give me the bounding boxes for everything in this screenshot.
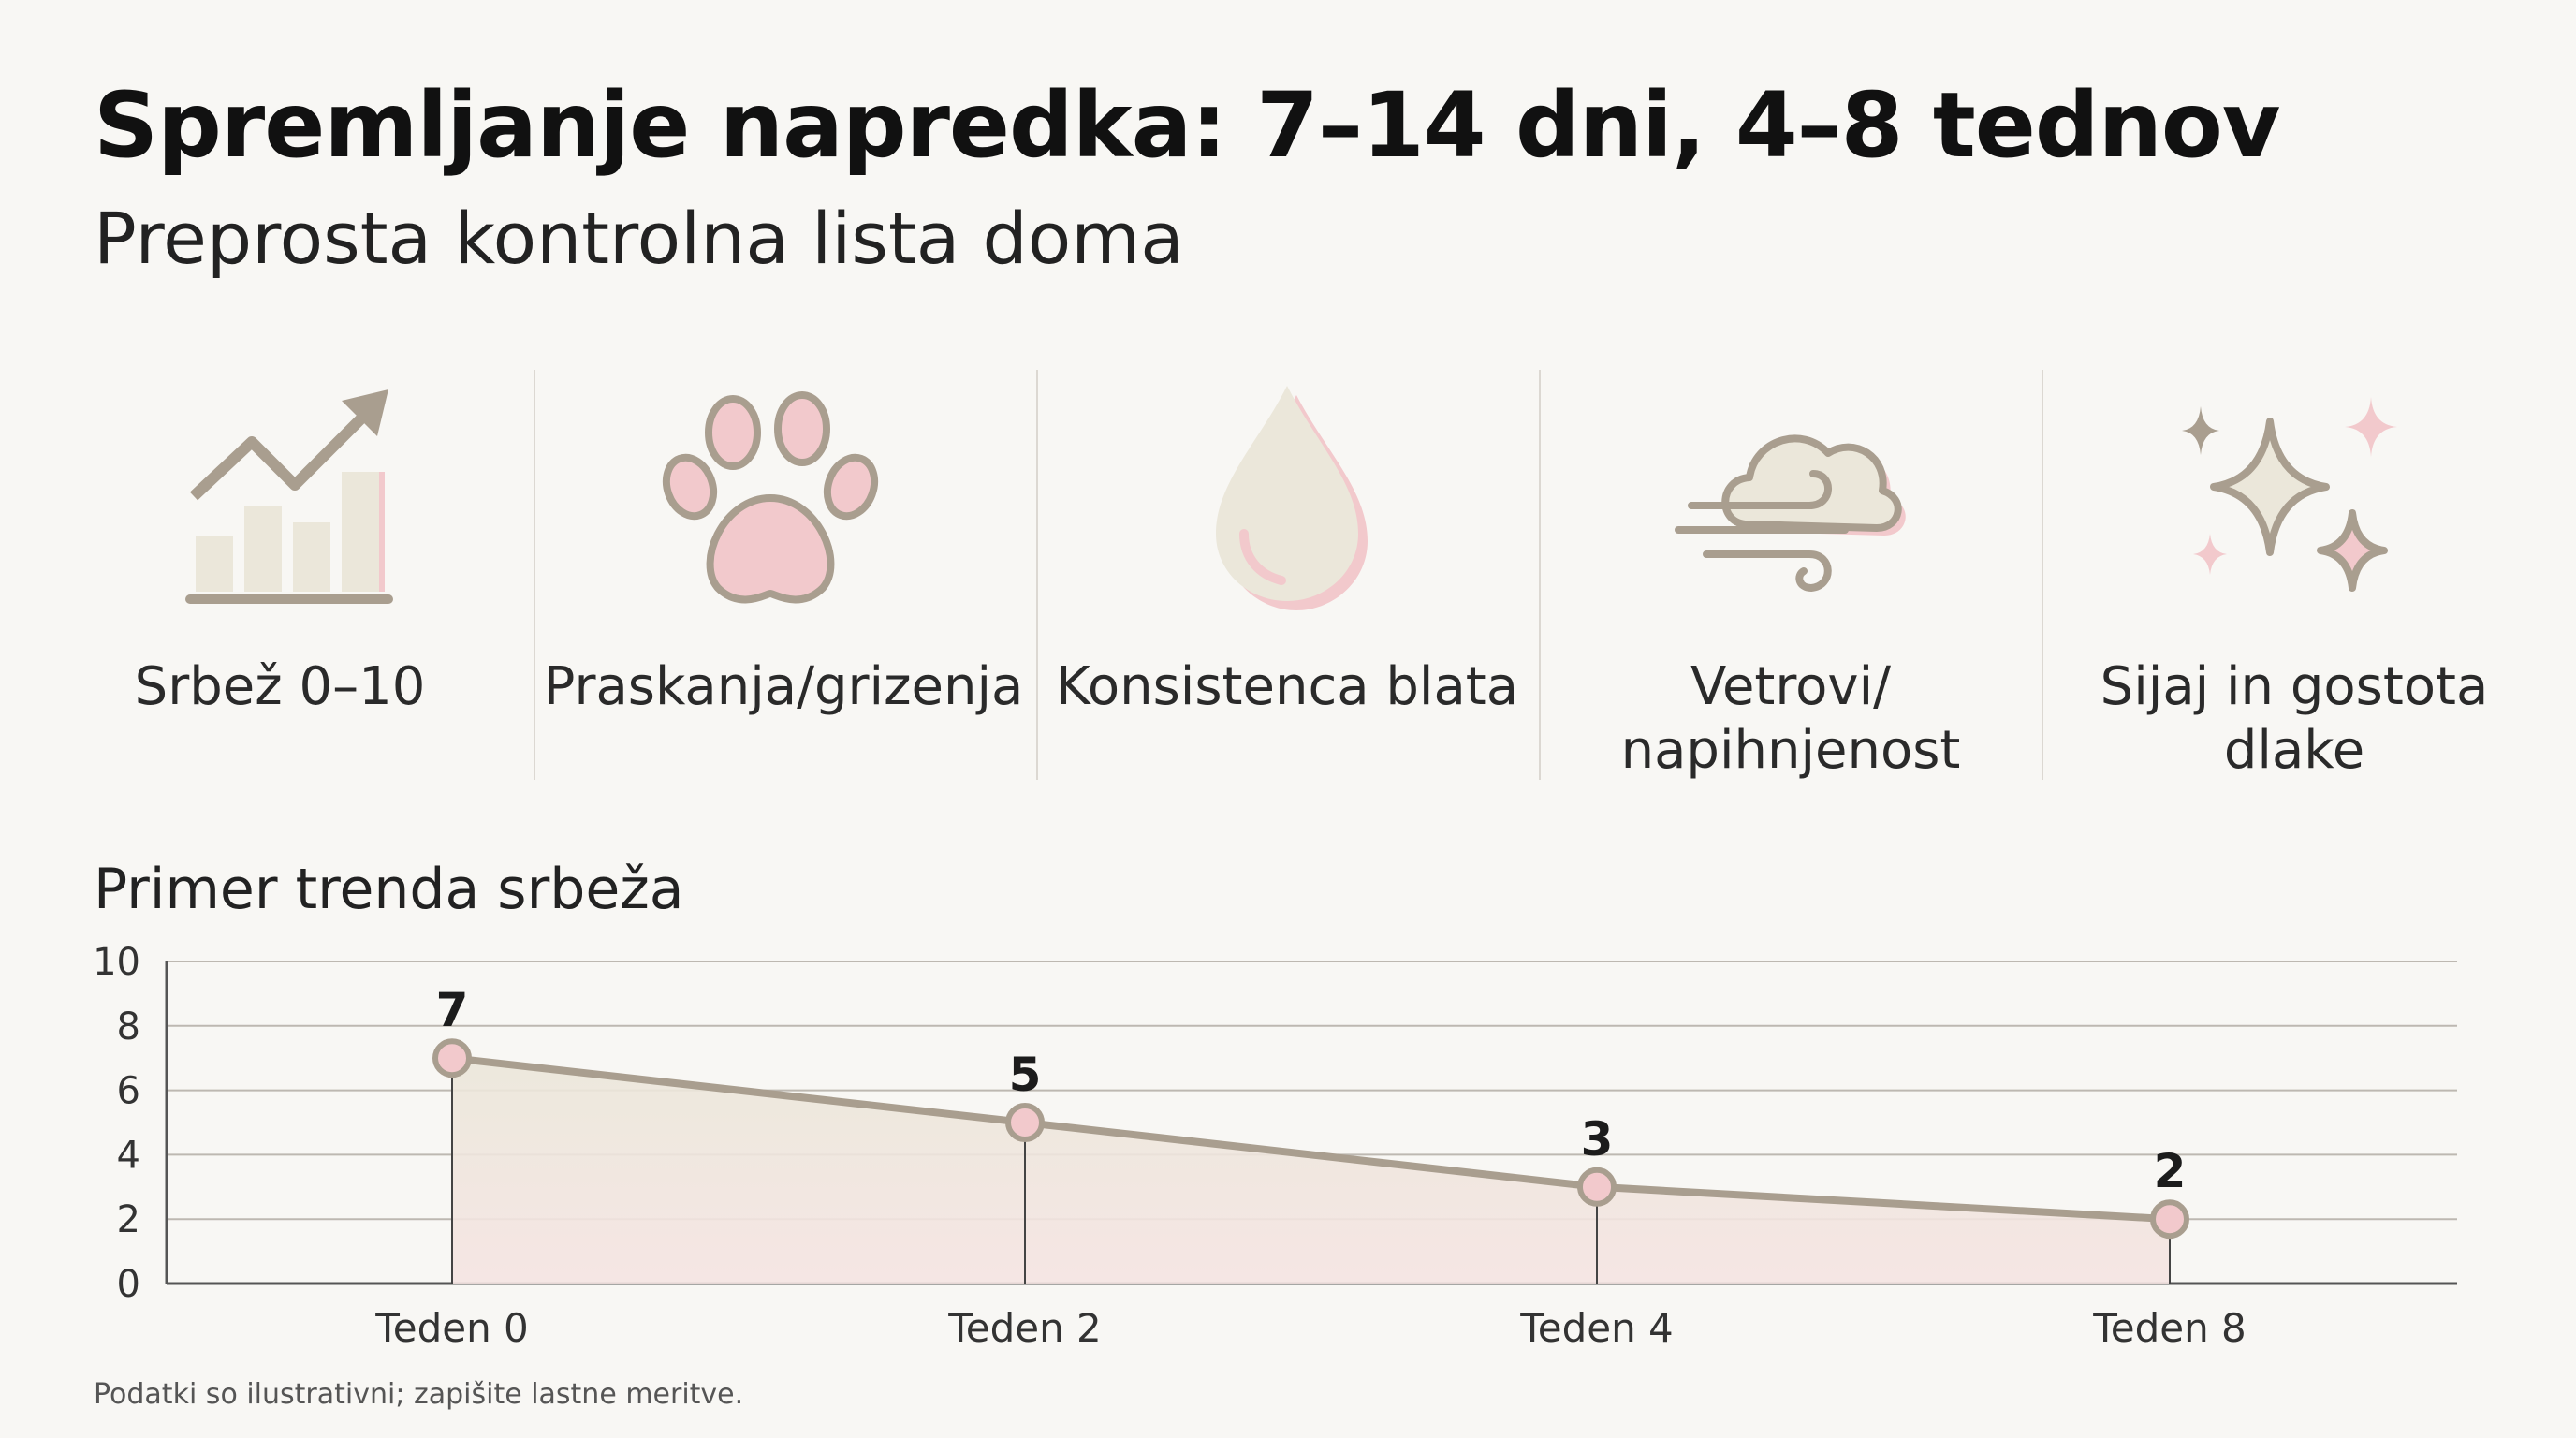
checklist-item-coat: Sijaj in gostota dlake (2042, 365, 2546, 782)
data-label: 3 (1581, 1112, 1614, 1167)
chart-title: Primer trenda srbeža (94, 857, 684, 922)
sparkles-icon (2173, 374, 2416, 618)
checklist-label: Sijaj in gostota dlake (2100, 656, 2489, 781)
y-tick-label: 0 (117, 1263, 140, 1306)
data-point (1577, 1167, 1617, 1207)
x-tick-label: Teden 8 (2092, 1305, 2247, 1348)
data-point (2150, 1199, 2189, 1240)
column-divider (1539, 370, 1541, 780)
checklist-item-itch: Srbež 0–10 (28, 365, 532, 782)
y-tick-label: 8 (117, 1005, 140, 1049)
trend-area-fill (452, 1058, 2170, 1284)
page-title: Spremljanje napredka: 7–14 dni, 4–8 tedn… (94, 73, 2280, 178)
y-tick-label: 4 (117, 1134, 140, 1177)
checklist-label: Praskanja/grizenja (543, 656, 1024, 717)
x-tick-label: Teden 0 (374, 1305, 529, 1348)
checklist-item-gas: Vetrovi/ napihnjenost (1539, 365, 2042, 782)
data-label: 2 (2154, 1144, 2187, 1198)
growth-chart-icon (158, 374, 402, 618)
page-subtitle: Preprosta kontrolna lista doma (94, 197, 1184, 280)
checklist-row: Srbež 0–10 Praskanja/grizenja (28, 365, 2546, 782)
data-point (432, 1038, 472, 1078)
y-tick-label: 2 (117, 1198, 140, 1241)
paw-icon (662, 374, 905, 618)
droplet-icon (1165, 374, 1409, 618)
column-divider (1036, 370, 1038, 780)
column-divider (2042, 370, 2043, 780)
trend-line (451, 1054, 2171, 1224)
x-tick-label: Teden 4 (1519, 1305, 1674, 1348)
wind-cloud-icon (1669, 374, 1912, 618)
checklist-label: Vetrovi/ napihnjenost (1620, 656, 1961, 781)
footnote: Podatki so ilustrativni; zapišite lastne… (94, 1378, 744, 1411)
y-tick-label: 6 (117, 1070, 140, 1113)
checklist-label: Konsistenca blata (1055, 656, 1519, 717)
checklist-label: Srbež 0–10 (134, 656, 426, 717)
data-label: 7 (436, 983, 469, 1037)
checklist-item-stool: Konsistenca blata (1035, 365, 1539, 782)
itch-trend-chart: 0 2 4 6 8 10 7 Teden 0 5 Teden 2 3 Teden 4 2 Teden 8 (93, 941, 2457, 1348)
x-tick-label: Teden 2 (947, 1305, 1102, 1348)
checklist-item-scratching: Praskanja/grizenja (532, 365, 1035, 782)
data-label: 5 (1009, 1048, 1042, 1102)
column-divider (534, 370, 535, 780)
data-point (1005, 1103, 1045, 1142)
y-tick-label: 10 (93, 941, 140, 984)
